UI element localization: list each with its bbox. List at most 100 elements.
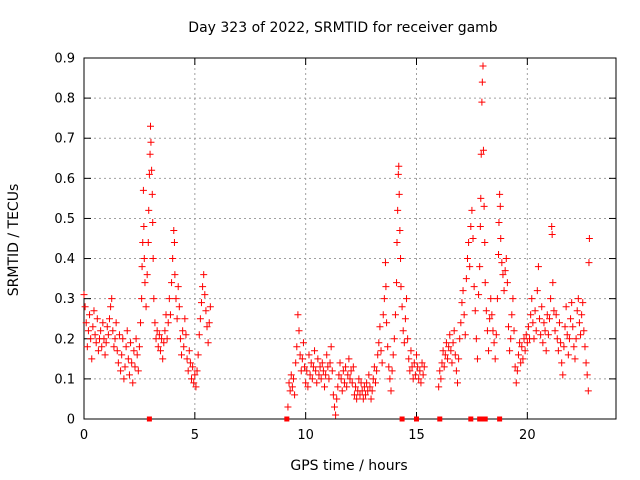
data-point — [540, 319, 548, 327]
data-point — [523, 339, 531, 347]
data-point — [564, 351, 572, 359]
data-point — [132, 335, 140, 343]
data-point — [365, 371, 373, 379]
data-point — [182, 331, 190, 339]
data-point — [493, 295, 501, 303]
data-point — [548, 230, 556, 238]
data-point — [469, 235, 477, 242]
data-point — [94, 347, 102, 355]
data-point — [584, 387, 592, 395]
data-point — [393, 279, 401, 287]
data-point — [503, 279, 511, 287]
data-point — [575, 319, 583, 327]
data-point — [123, 327, 131, 335]
data-point — [125, 371, 133, 379]
data-point — [145, 206, 153, 214]
data-point — [385, 363, 393, 371]
data-point — [118, 351, 126, 359]
data-point — [148, 166, 156, 174]
data-point — [449, 339, 457, 347]
data-point — [466, 263, 474, 271]
data-point — [122, 343, 130, 351]
data-point — [295, 327, 303, 335]
data-point — [323, 351, 331, 359]
data-point — [319, 367, 327, 375]
data-point — [568, 299, 576, 307]
data-point — [110, 343, 118, 351]
zero-marker — [414, 416, 419, 422]
data-point — [447, 347, 455, 355]
data-point — [522, 331, 530, 339]
data-point — [113, 347, 121, 355]
data-point — [169, 255, 177, 263]
tick-layer — [83, 57, 616, 420]
data-point — [504, 323, 512, 331]
data-point — [150, 295, 158, 303]
data-point — [355, 375, 363, 383]
data-point — [185, 347, 193, 355]
data-point — [160, 339, 168, 347]
data-point — [532, 327, 540, 335]
data-point — [534, 263, 542, 271]
data-point — [191, 371, 199, 379]
data-point — [558, 359, 566, 367]
data-point — [203, 323, 211, 331]
data-point — [100, 335, 108, 343]
data-point — [501, 267, 509, 275]
data-point — [399, 327, 407, 335]
data-point — [397, 255, 405, 263]
data-point — [330, 403, 338, 411]
data-point — [308, 375, 316, 383]
data-point — [585, 259, 593, 267]
data-point — [149, 255, 157, 263]
data-point — [102, 339, 110, 347]
data-point — [573, 307, 581, 315]
data-point — [555, 319, 563, 327]
data-point — [562, 303, 570, 311]
data-point — [369, 375, 377, 383]
data-point — [173, 315, 181, 323]
data-point — [407, 347, 415, 355]
y-tick-label: 0.8 — [54, 92, 75, 107]
data-point — [420, 363, 428, 371]
data-point — [166, 311, 174, 319]
data-point — [311, 347, 319, 355]
data-point — [389, 351, 397, 359]
data-point — [327, 343, 335, 351]
data-point — [189, 363, 197, 371]
y-tick-label: 0.6 — [54, 172, 75, 187]
data-point — [386, 375, 394, 383]
data-point — [81, 303, 89, 311]
data-point — [302, 379, 310, 387]
data-point — [468, 206, 476, 214]
data-point — [153, 327, 161, 335]
data-point — [107, 303, 115, 311]
data-point — [315, 371, 323, 379]
data-point — [450, 327, 458, 335]
data-point — [119, 335, 127, 343]
y-tick-label: 0.7 — [54, 132, 75, 147]
data-point — [194, 351, 202, 359]
data-point — [563, 331, 571, 339]
data-point — [581, 343, 589, 351]
data-point — [435, 383, 443, 391]
data-point — [379, 311, 387, 319]
data-point — [465, 239, 473, 247]
data-point — [193, 367, 201, 375]
data-point — [178, 351, 186, 359]
data-point — [383, 319, 391, 327]
data-point — [524, 323, 532, 331]
data-point — [120, 375, 128, 383]
data-point — [400, 339, 408, 347]
data-point — [345, 355, 353, 363]
data-point — [338, 387, 346, 395]
data-point — [476, 263, 484, 271]
data-point — [550, 307, 558, 315]
x-tick-label: 0 — [80, 428, 88, 443]
data-point — [168, 279, 176, 287]
data-point — [442, 339, 450, 347]
data-point — [411, 371, 419, 379]
data-point — [155, 331, 163, 339]
data-point — [333, 395, 341, 403]
